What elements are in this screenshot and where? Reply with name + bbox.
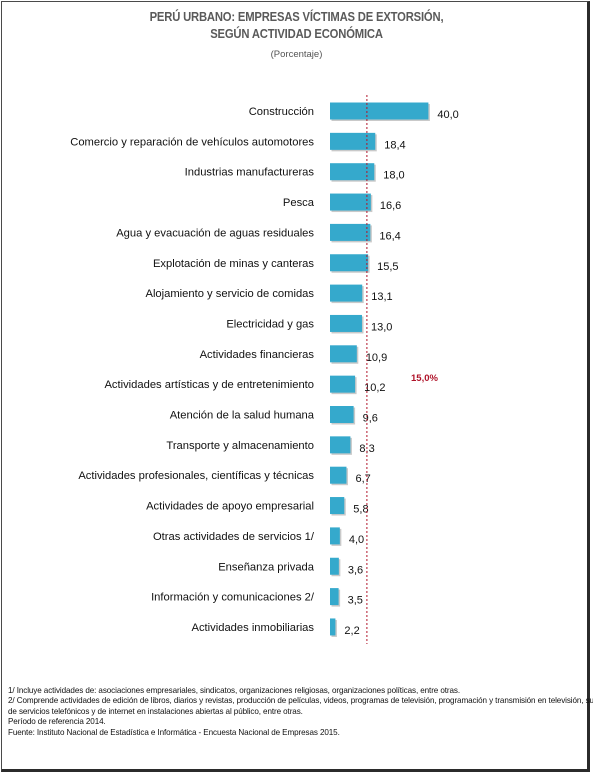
chart-title-line2: SEGÚN ACTIVIDAD ECONÓMICA (210, 27, 383, 41)
category-label: Construcción (249, 106, 314, 118)
category-label: Agua y evacuación de aguas residuales (116, 227, 314, 239)
value-label: 16,4 (379, 230, 400, 242)
category-label: Pesca (283, 197, 315, 209)
value-label: 16,6 (380, 200, 401, 212)
bar (330, 314, 362, 332)
value-label: 40,0 (437, 109, 458, 121)
category-label: Otras actividades de servicios 1/ (153, 531, 315, 543)
value-label: 2,2 (344, 625, 359, 637)
category-label: Actividades inmobiliarias (192, 622, 315, 634)
bar (330, 527, 340, 545)
category-label: Actividades de apoyo empresarial (146, 501, 314, 513)
category-label: Alojamiento y servicio de comidas (145, 288, 314, 300)
bar (330, 466, 347, 484)
category-label: Industrias manufactureras (185, 167, 315, 179)
value-label: 9,6 (363, 413, 378, 425)
value-label: 13,0 (371, 321, 392, 333)
category-label: Comercio y reparación de vehículos autom… (70, 136, 314, 148)
category-label: Atención de la salud humana (170, 410, 315, 422)
bar (330, 345, 357, 363)
value-label: 18,4 (384, 139, 405, 151)
category-label: Actividades financieras (200, 349, 315, 361)
bar (330, 375, 356, 393)
chart-title-line1: PERÚ URBANO: EMPRESAS VÍCTIMAS DE EXTORS… (149, 10, 444, 24)
category-label: Actividades artísticas y de entretenimie… (104, 379, 314, 391)
value-label: 10,9 (366, 352, 387, 364)
category-label: Actividades profesionales, científicas y… (78, 470, 314, 482)
chart-subtitle: (Porcentaje) (270, 49, 323, 60)
bar (330, 618, 336, 636)
value-label: 5,8 (353, 504, 368, 516)
reference-period: Período de referencia 2014. (8, 717, 106, 727)
bar (330, 193, 371, 211)
value-label: 6,7 (355, 473, 370, 485)
bar (330, 436, 351, 454)
value-label: 13,1 (371, 291, 392, 303)
bar (330, 102, 429, 120)
reference-line-label: 15,0% (411, 373, 438, 384)
bar (330, 588, 339, 606)
source-note: Fuente: Instituto Nacional de Estadístic… (8, 727, 340, 737)
category-label: Explotación de minas y canteras (153, 258, 314, 270)
bar (330, 223, 371, 241)
bar (330, 132, 376, 150)
value-label: 3,5 (348, 595, 363, 607)
bar (330, 406, 354, 423)
value-label: 10,2 (364, 382, 385, 394)
category-label: Información y comunicaciones 2/ (151, 592, 315, 604)
category-label: Transporte y almacenamiento (166, 440, 314, 452)
bar (330, 163, 375, 181)
bar (330, 284, 363, 302)
value-label: 15,5 (377, 261, 398, 273)
value-label: 18,0 (383, 170, 404, 182)
bar (330, 497, 345, 515)
bar (330, 557, 339, 575)
footnotes: 1/ Incluye actividades de: asociaciones … (8, 686, 593, 738)
category-label: Electricidad y gas (226, 318, 314, 330)
category-label: Enseñanza privada (218, 561, 315, 573)
value-label: 3,6 (348, 564, 363, 576)
footnote-2: 2/ Comprende actividades de edición de l… (8, 696, 593, 706)
value-label: 4,0 (349, 534, 364, 546)
bar (330, 254, 369, 272)
footnote-2-cont: de servicios telefónicos y de internet e… (8, 706, 303, 716)
footnote-1: 1/ Incluye actividades de: asociaciones … (8, 686, 460, 695)
bar-chart: Construcción 40,0 Comercio y reparación de… (70, 95, 459, 644)
